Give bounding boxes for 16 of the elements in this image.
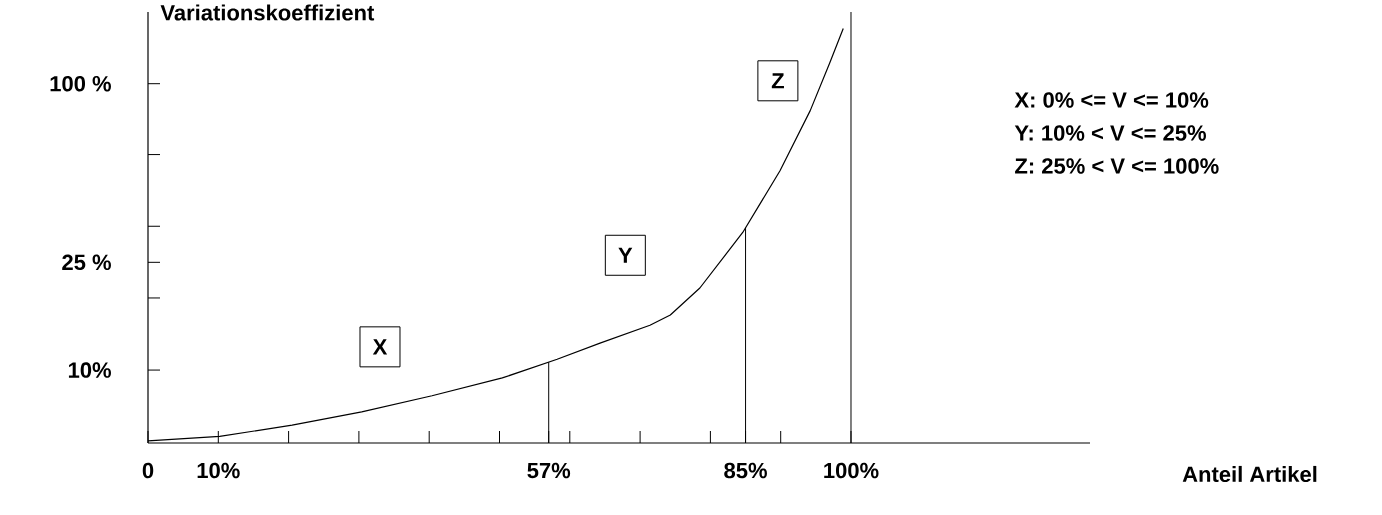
x-tick-label: 85% <box>724 462 767 479</box>
y-axis-title: Variationskoeffizient <box>160 4 375 21</box>
text: 25 % <box>62 254 111 271</box>
annotation: Y: 10% < V <= 25% <box>1014 125 1206 141</box>
x-tick-label: 100% <box>824 462 879 479</box>
x-tick-label: 10% <box>197 462 240 479</box>
x-tick-label: 57% <box>527 462 571 479</box>
annotation: Z: 25% < V <= 100% <box>1015 158 1219 174</box>
annotation: X: 0% <= V <= 10% <box>1014 92 1209 108</box>
text: 100 % <box>50 75 111 92</box>
annotation: X <box>372 339 388 355</box>
x-tick-label: 0 <box>142 462 154 479</box>
text: 10% <box>68 362 111 378</box>
annotation: Z <box>771 73 784 89</box>
annotation: Y <box>618 247 633 263</box>
x-axis-title: Anteil Artikel <box>1182 465 1317 483</box>
